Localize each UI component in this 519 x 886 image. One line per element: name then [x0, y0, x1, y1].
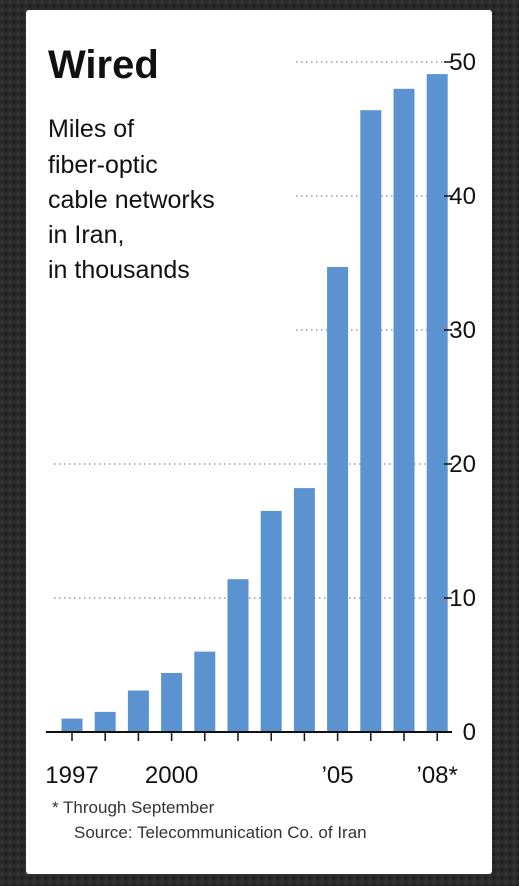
- bar-2008: [426, 74, 448, 733]
- bar-2000: [161, 673, 183, 732]
- x-tick-label-2005: ’05: [322, 762, 354, 789]
- chart-panel: Wired Miles of fiber-optic cable network…: [26, 10, 492, 874]
- subtitle-line-2: fiber-optic: [48, 151, 158, 179]
- y-tick-label-10: 10: [449, 585, 476, 612]
- chart-title: Wired: [48, 43, 159, 87]
- y-tick-label-50: 50: [449, 49, 476, 76]
- bar-2006: [360, 110, 382, 732]
- y-tick-label-20: 20: [449, 451, 476, 478]
- bar-1997: [61, 718, 83, 732]
- footnote: * Through September: [52, 798, 215, 817]
- bar-2003: [260, 510, 282, 732]
- y-tick-label-40: 40: [449, 183, 476, 210]
- bar-2001: [194, 651, 216, 732]
- y-tick-label-0: 0: [463, 719, 476, 746]
- grid-lines: [54, 61, 446, 599]
- bar-2004: [293, 488, 315, 732]
- y-tick-labels: 0 10 20 30 40 50: [449, 49, 476, 746]
- bar-2007: [393, 88, 415, 733]
- x-tick-label-1997: 1997: [45, 762, 98, 789]
- x-tick-label-2008: ’08*: [417, 762, 458, 789]
- bar-1999: [127, 690, 149, 732]
- y-tick-label-30: 30: [449, 317, 476, 344]
- subtitle-line-4: in Iran,: [48, 221, 124, 249]
- subtitle-line-5: in thousands: [48, 256, 190, 284]
- source-note: Source: Telecommunication Co. of Iran: [74, 823, 367, 842]
- x-tick-label-2000: 2000: [145, 762, 198, 789]
- bar-2002: [227, 579, 249, 732]
- x-tick-labels: 1997 2000 ’05 ’08*: [45, 762, 458, 789]
- axes-group: [46, 61, 452, 741]
- subtitle-line-3: cable networks: [48, 186, 215, 214]
- bar-2005: [327, 267, 349, 732]
- bar-chart: Wired Miles of fiber-optic cable network…: [45, 43, 476, 842]
- bar-1998: [94, 711, 116, 732]
- bars-group: [61, 74, 448, 733]
- subtitle-line-1: Miles of: [48, 115, 134, 143]
